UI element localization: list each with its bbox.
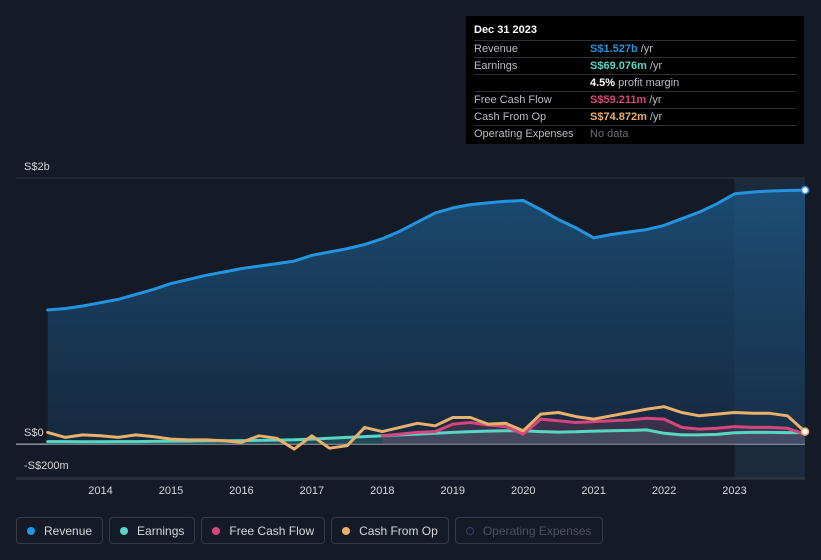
tooltip-row: Cash From Op S$74.872m/yr [474, 108, 796, 125]
legend-item[interactable]: Free Cash Flow [201, 517, 326, 544]
tooltip-value: S$1.527b [590, 43, 638, 55]
tooltip-label [474, 75, 590, 91]
tooltip-label: Operating Expenses [474, 128, 574, 140]
tooltip-unit: /yr [640, 43, 653, 55]
tooltip-value: No data [590, 128, 629, 140]
tooltip-row: 4.5% profit margin [474, 74, 796, 91]
plot-layer [46, 185, 810, 451]
tooltip-row: Operating Expenses No data [474, 125, 796, 142]
line [380, 416, 807, 438]
tooltip-label: Free Cash Flow [474, 94, 552, 106]
tooltip-date: Dec 31 2023 [474, 24, 537, 36]
x-tick-label: 2016 [229, 485, 253, 497]
x-tick-label: 2020 [511, 485, 535, 497]
legend-label: Cash From Op [359, 523, 438, 538]
tooltip-row: Earnings S$69.076m/yr [474, 57, 796, 74]
line [46, 428, 807, 444]
legend: Revenue Earnings Free Cash Flow Cash From O… [16, 517, 603, 544]
tooltip-unit: /yr [649, 111, 663, 123]
tooltip: Dec 31 2023 Revenue S$1.527b/yr Earnings S$6… [466, 16, 804, 144]
x-tick-label: 2017 [300, 485, 324, 497]
tooltip-value: S$59.211m [590, 94, 647, 106]
x-tick-label: 2019 [441, 485, 465, 497]
legend-item[interactable]: Operating Expenses [454, 517, 603, 544]
legend-label: Operating Expenses [482, 523, 592, 538]
legend-label: Revenue [44, 523, 93, 538]
legend-label: Earnings [137, 523, 185, 538]
x-tick-label: 2018 [370, 485, 394, 497]
x-tick-label: 2015 [159, 485, 183, 497]
y-tick-label: S$0 [24, 427, 44, 439]
legend-item[interactable]: Earnings [109, 517, 196, 544]
tooltip-label: Earnings [474, 60, 518, 72]
tooltip-value: 4.5% [590, 77, 616, 89]
end-marker [800, 427, 810, 436]
tooltip-row: Revenue S$1.527b/yr [474, 40, 796, 57]
area [47, 190, 805, 445]
tooltip-unit: /yr [649, 94, 662, 106]
x-tick-label: 2022 [652, 485, 676, 497]
tooltip-unit: /yr [649, 60, 663, 72]
legend-dot [27, 526, 35, 535]
end-marker [800, 185, 810, 195]
area [47, 429, 805, 445]
line [46, 405, 807, 451]
x-tick-label: 2021 [581, 485, 605, 497]
tooltip-row: Free Cash Flow S$59.211m/yr [474, 91, 796, 108]
legend-label: Free Cash Flow [229, 523, 315, 538]
legend-item[interactable]: Revenue [16, 517, 104, 544]
tooltip-unit: profit margin [618, 77, 680, 89]
tooltip-label: Revenue [474, 43, 519, 55]
tooltip-value: S$74.872m [590, 111, 647, 123]
legend-dot [342, 526, 351, 535]
x-tick-label: 2014 [88, 485, 112, 497]
y-tick-label: -S$200m [24, 460, 69, 472]
y-tick-label: S$2b [24, 161, 50, 173]
tooltip-label: Cash From Op [474, 111, 547, 123]
legend-item[interactable]: Cash From Op [331, 517, 449, 544]
legend-dot [120, 526, 129, 535]
tooltip-value: S$69.076m [590, 60, 647, 72]
x-tick-label: 2023 [722, 485, 746, 497]
line [46, 188, 807, 312]
legend-dot [212, 526, 221, 535]
legend-dot [465, 526, 474, 535]
